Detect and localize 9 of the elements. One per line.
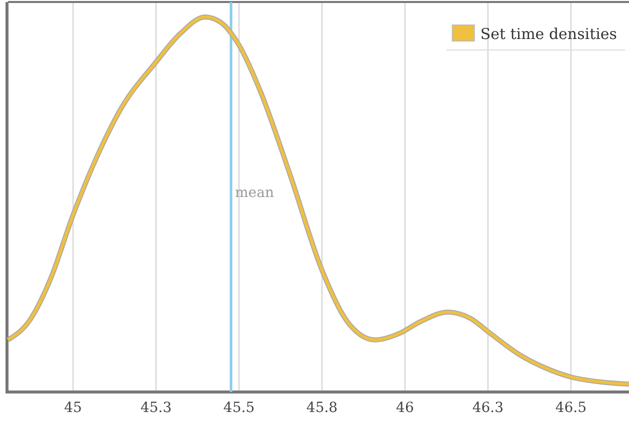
x-tick-label: 46.5: [555, 400, 586, 416]
x-tick-label: 46: [396, 400, 414, 416]
x-tick-label: 45.5: [223, 400, 255, 416]
x-tick-label: 45.3: [140, 400, 172, 416]
ref-line-label: mean: [235, 185, 274, 201]
x-tick-label: 45: [64, 400, 82, 416]
x-tick-label: 46.3: [472, 400, 504, 416]
legend-label: Set time densities: [480, 25, 617, 43]
x-tick-label: 45.8: [306, 400, 338, 416]
